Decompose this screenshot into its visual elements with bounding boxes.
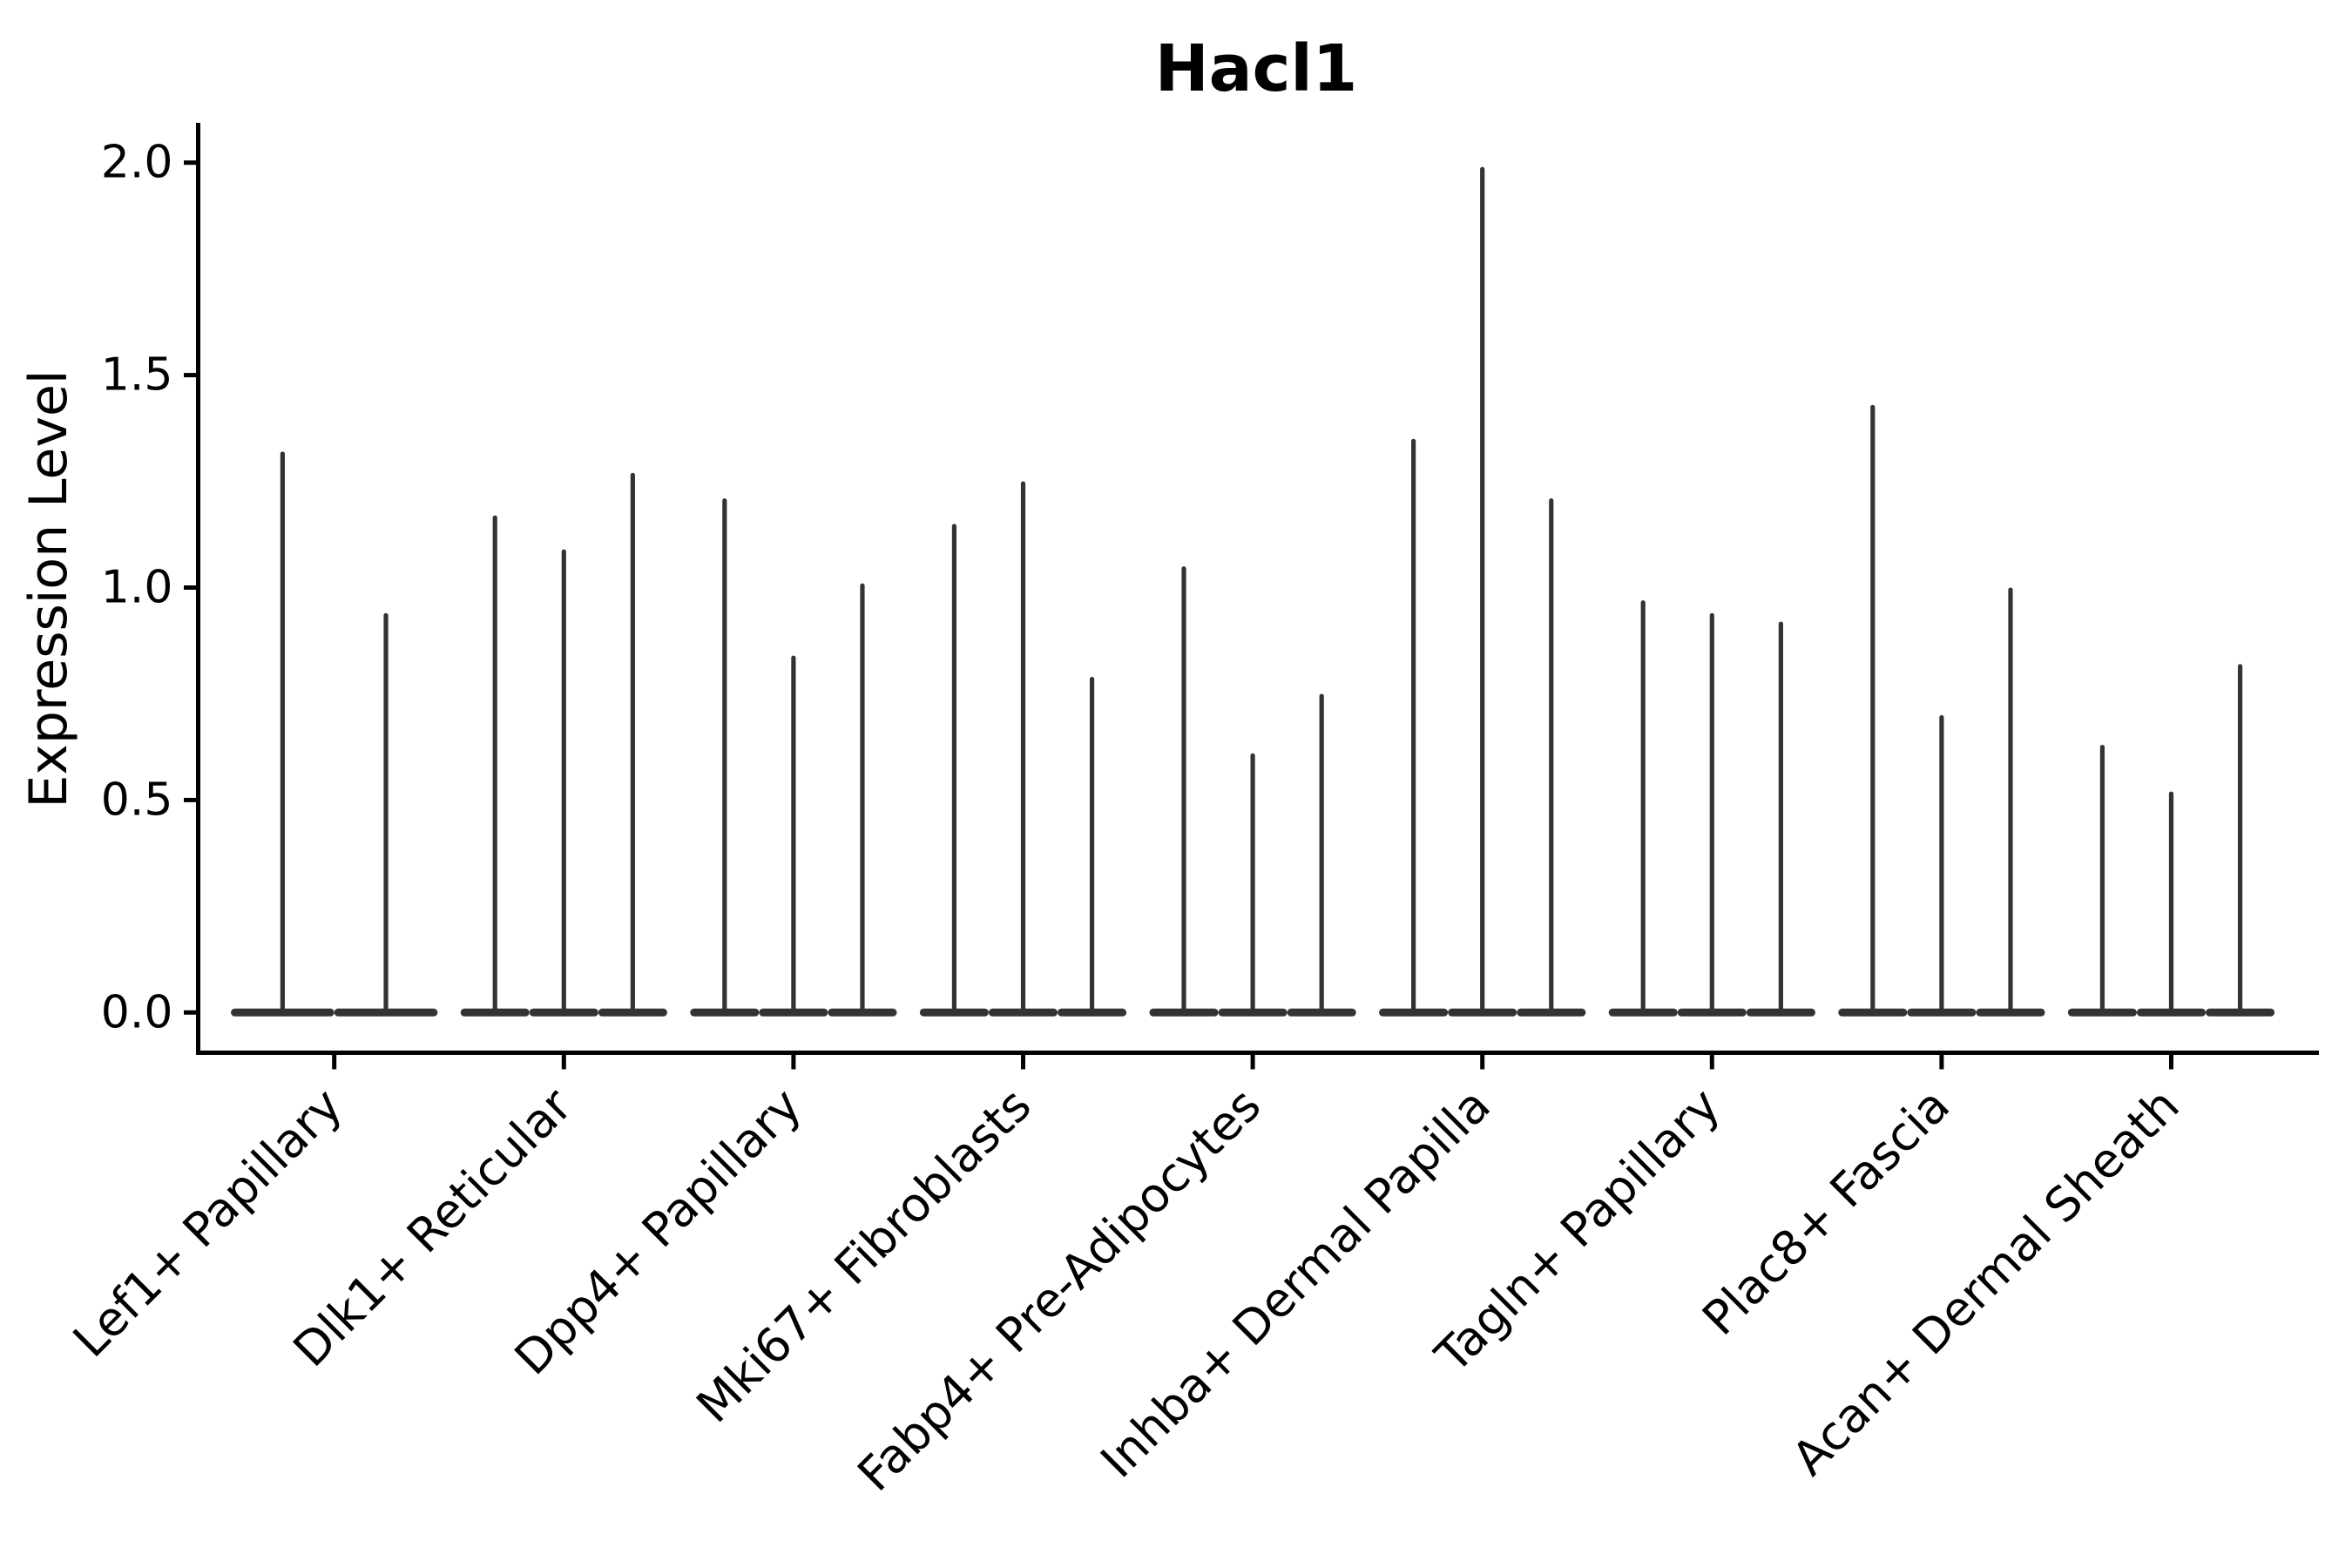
violin-tail	[2237, 664, 2243, 1013]
violin-group	[231, 451, 438, 1017]
violin-base	[1058, 1008, 1127, 1017]
violin-base	[1218, 1008, 1288, 1017]
violin-tail	[1778, 621, 1783, 1013]
violin-tail	[1549, 498, 1554, 1013]
chart-title: Hacl1	[1155, 31, 1358, 106]
violin-tail	[1640, 600, 1646, 1013]
violin-tail	[561, 549, 566, 1013]
x-tick-label: Acan+ Dermal Sheath	[1781, 1078, 2189, 1485]
violin-group	[460, 472, 667, 1017]
violin-base	[1677, 1008, 1747, 1017]
violin-tail	[2099, 744, 2105, 1013]
violin-tail	[951, 524, 957, 1013]
violin-tail	[1870, 404, 1876, 1013]
violin-tail	[1411, 438, 1416, 1013]
x-tick-label: Plac8+ Fascia	[1692, 1078, 1960, 1346]
violin-tail	[1089, 676, 1095, 1013]
x-tick-label: Inhba+ Dermal Papilla	[1090, 1078, 1500, 1488]
y-tick-label: 0.0	[101, 986, 173, 1038]
violin-tail	[1480, 166, 1485, 1013]
violin-tail	[630, 472, 635, 1013]
y-tick-label: 0.5	[101, 774, 173, 826]
violin-group	[1608, 600, 1815, 1017]
violin-tail	[2008, 587, 2013, 1013]
violin-base	[690, 1008, 760, 1017]
violin-tail	[383, 612, 389, 1013]
violin-tail	[1020, 481, 1026, 1013]
violin-tail	[791, 655, 796, 1013]
violin-base	[231, 1008, 335, 1017]
violin-group	[1149, 566, 1356, 1017]
violin-tail	[1250, 753, 1255, 1013]
violin-tail	[860, 583, 865, 1013]
violin-base	[1838, 1008, 1908, 1017]
violin-group	[919, 481, 1127, 1017]
violin-tail	[1181, 566, 1186, 1013]
violin-base	[1746, 1008, 1815, 1017]
violin-tail	[280, 451, 285, 1013]
violin-tail	[1709, 612, 1714, 1013]
violin-base	[1379, 1008, 1449, 1017]
violin-group	[2067, 664, 2275, 1017]
violin-tail	[1939, 714, 1944, 1013]
y-axis-label: Expression Level	[18, 369, 79, 808]
violin-tail	[722, 498, 727, 1013]
axes-layer: 0.0 0.5 1.0 1.5 2.0	[101, 123, 2319, 1070]
violin-group	[690, 498, 897, 1017]
violin-tail	[2168, 791, 2174, 1013]
violin-tail	[1319, 693, 1324, 1013]
y-tick-label: 2.0	[101, 137, 173, 189]
violin-base	[1608, 1008, 1678, 1017]
violin-group	[1379, 166, 1586, 1017]
x-tick-label: Fabp4+ Pre-Adipocytes	[847, 1078, 1271, 1502]
violin-base	[1907, 1008, 1977, 1017]
violins-layer	[231, 166, 2275, 1017]
y-tick-label: 1.5	[101, 349, 173, 402]
y-tick-label: 1.0	[101, 562, 173, 614]
violin-tail	[492, 515, 497, 1013]
violin-group	[1838, 404, 2045, 1017]
